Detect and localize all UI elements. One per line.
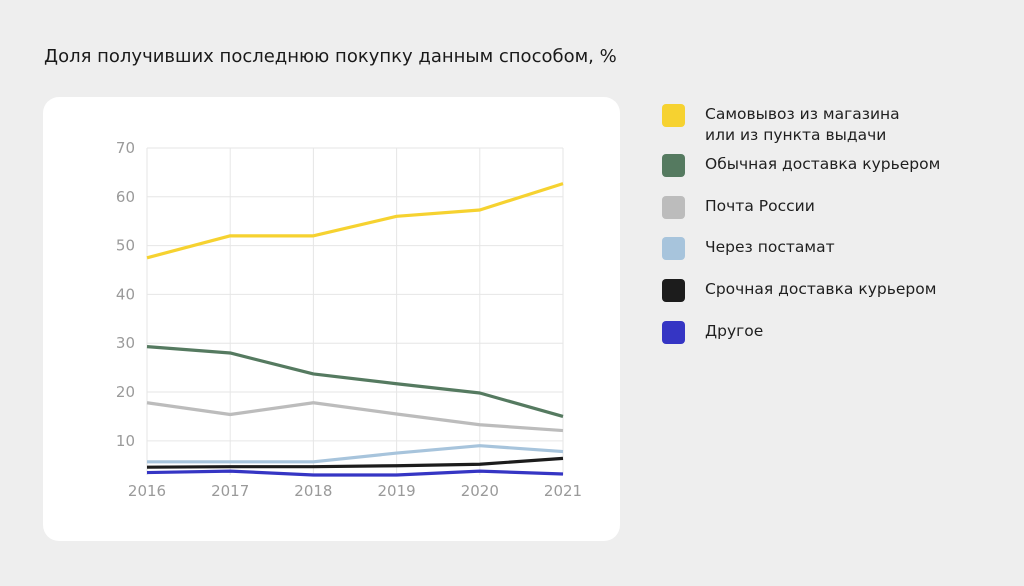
legend-swatch <box>662 237 685 260</box>
legend-swatch <box>662 196 685 219</box>
x-tick-label: 2018 <box>294 482 332 500</box>
legend-label-line: Самовывоз из магазина <box>705 105 900 123</box>
x-tick-label: 2021 <box>544 482 582 500</box>
legend-item: Почта России <box>662 196 815 219</box>
legend-item: Обычная доставка курьером <box>662 154 940 177</box>
legend-item: Другое <box>662 321 763 344</box>
legend-label-line: Почта России <box>705 197 815 215</box>
legend-swatch <box>662 321 685 344</box>
legend-label: Срочная доставка курьером <box>705 279 936 300</box>
legend-label: Через постамат <box>705 237 835 258</box>
series-line <box>146 456 564 469</box>
legend-label-line: или из пункта выдачи <box>705 126 887 144</box>
chart-card: 10 20 30 40 50 60 70 2016 2017 2018 2019 2020 2021 <box>43 97 620 541</box>
series-line <box>146 345 564 418</box>
chart-title: Доля получивших последнюю покупку данным… <box>44 46 617 67</box>
y-tick-label: 20 <box>116 383 135 401</box>
legend-item: Срочная доставка курьером <box>662 279 936 302</box>
legend-swatch <box>662 154 685 177</box>
series-line <box>146 469 564 477</box>
legend-item: Самовывоз из магазина или из пункта выдач… <box>662 104 900 146</box>
legend-label: Самовывоз из магазина или из пункта выдач… <box>705 104 900 146</box>
legend-label: Другое <box>705 321 763 342</box>
x-tick-label: 2019 <box>378 482 416 500</box>
x-tick-label: 2020 <box>461 482 499 500</box>
legend-label-line: Срочная доставка курьером <box>705 280 937 298</box>
y-tick-label: 10 <box>116 432 135 450</box>
legend-swatch <box>662 279 685 302</box>
legend-label-line: Через постамат <box>705 238 835 256</box>
legend-label: Обычная доставка курьером <box>705 154 940 175</box>
x-tick-label: 2017 <box>211 482 249 500</box>
legend-swatch <box>662 104 685 127</box>
y-tick-label: 60 <box>116 188 135 206</box>
y-tick-label: 30 <box>116 334 135 352</box>
series-line <box>147 444 564 464</box>
y-tick-label: 40 <box>116 285 135 303</box>
series-line <box>146 401 564 433</box>
legend-item: Через постамат <box>662 237 835 260</box>
series-line <box>146 182 564 260</box>
y-tick-label: 70 <box>116 139 135 157</box>
line-chart: 10 20 30 40 50 60 70 2016 2017 2018 2019 2020 2021 <box>116 139 582 500</box>
legend-label: Почта России <box>705 196 815 217</box>
legend-label-line: Обычная доставка курьером <box>705 155 941 173</box>
y-tick-label: 50 <box>116 237 135 255</box>
legend-label-line: Другое <box>705 322 764 340</box>
x-tick-label: 2016 <box>128 482 166 500</box>
